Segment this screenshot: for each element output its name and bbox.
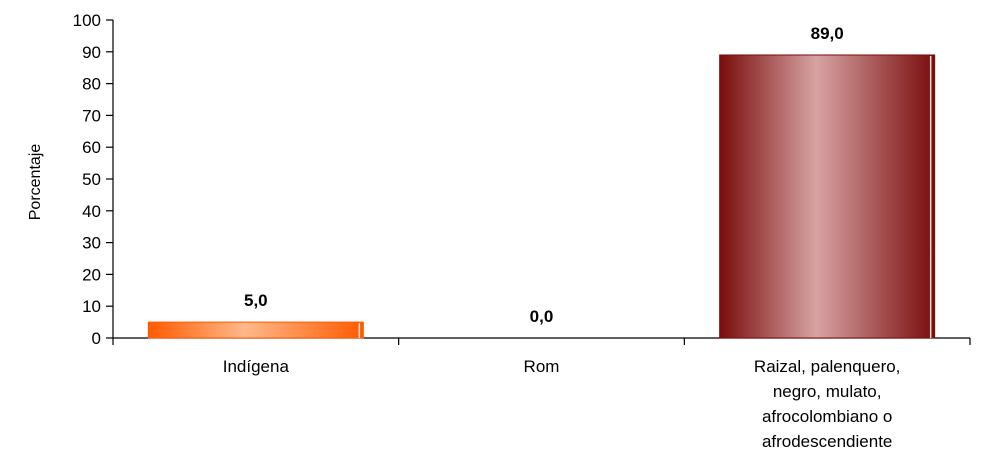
category-label-line: Indígena	[223, 357, 290, 376]
y-tick-label: 50	[82, 170, 101, 189]
bars	[147, 54, 936, 339]
y-tick-label: 10	[82, 297, 101, 316]
category-label-line: Raizal, palenquero,	[754, 357, 900, 376]
category-label-line: Rom	[524, 357, 560, 376]
y-tick-label: 0	[92, 329, 101, 348]
category-label-2: Raizal, palenquero, negro, mulato, afrocol…	[754, 357, 900, 451]
y-tick-label: 20	[82, 265, 101, 284]
labels: 5,0 Indígena 0,0 Rom 89,0 Raizal, palenquero,…	[223, 24, 901, 451]
category-label-0: Indígena	[223, 357, 290, 376]
category-label-line: afrocolombiano o	[762, 407, 892, 426]
axes: 0 10 20 30 40 50 60 70 80 90 100	[73, 11, 971, 348]
y-tick-label: 40	[82, 202, 101, 221]
y-tick-label: 30	[82, 234, 101, 253]
bar-0	[147, 321, 364, 339]
category-label-line: afrodescendiente	[762, 432, 892, 451]
category-label-1: Rom	[524, 357, 560, 376]
y-tick-label: 90	[82, 43, 101, 62]
y-tick-label: 70	[82, 106, 101, 125]
bar-2	[719, 54, 936, 339]
y-tick-label: 100	[73, 11, 101, 30]
y-axis-title: Porcentaje	[27, 144, 44, 221]
y-tick-label: 80	[82, 75, 101, 94]
data-label-0: 5,0	[244, 291, 268, 310]
y-tick-label: 60	[82, 138, 101, 157]
category-label-line: negro, mulato,	[773, 382, 882, 401]
data-label-2: 89,0	[811, 24, 844, 43]
data-label-1: 0,0	[530, 307, 554, 326]
